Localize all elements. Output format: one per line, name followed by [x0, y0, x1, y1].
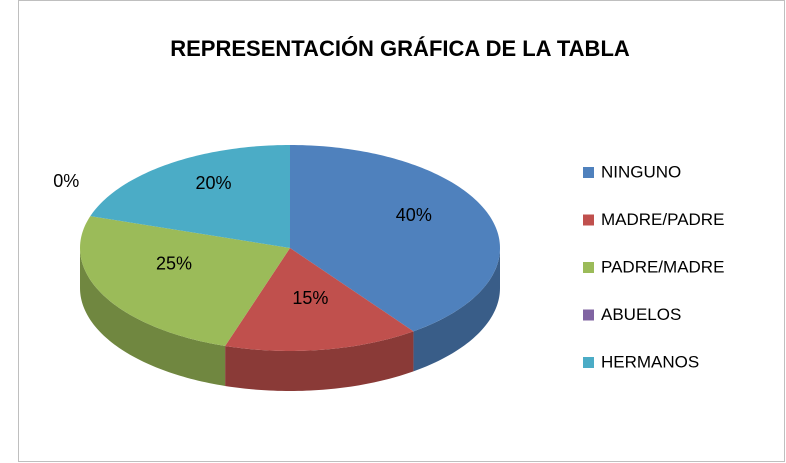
- legend-label: MADRE/PADRE: [601, 210, 724, 229]
- legend-label: NINGUNO: [601, 162, 681, 181]
- pie-slice-side: [413, 248, 500, 372]
- pie-slice: [225, 248, 414, 351]
- pie-slice: [90, 145, 290, 248]
- legend-swatch: [583, 214, 594, 226]
- pie-slice-side: [80, 248, 226, 386]
- legend-swatch: [583, 357, 594, 368]
- chart-title: REPRESENTACIÓN GRÁFICA DE LA TABLA: [170, 36, 630, 61]
- legend-swatch: [583, 309, 594, 321]
- data-label: 20%: [195, 173, 231, 193]
- legend-label: HERMANOS: [601, 352, 699, 371]
- pie-slice: [290, 145, 500, 332]
- data-label: 15%: [292, 288, 328, 308]
- data-label: 25%: [156, 254, 192, 274]
- legend-label: ABUELOS: [601, 305, 681, 324]
- pie-slice: [80, 216, 290, 346]
- data-label: 0%: [53, 171, 79, 191]
- legend-swatch: [583, 262, 594, 273]
- legend-label: PADRE/MADRE: [601, 257, 724, 276]
- pie-slice-side: [225, 331, 414, 391]
- data-label: 40%: [396, 205, 432, 225]
- legend-swatch: [583, 167, 594, 178]
